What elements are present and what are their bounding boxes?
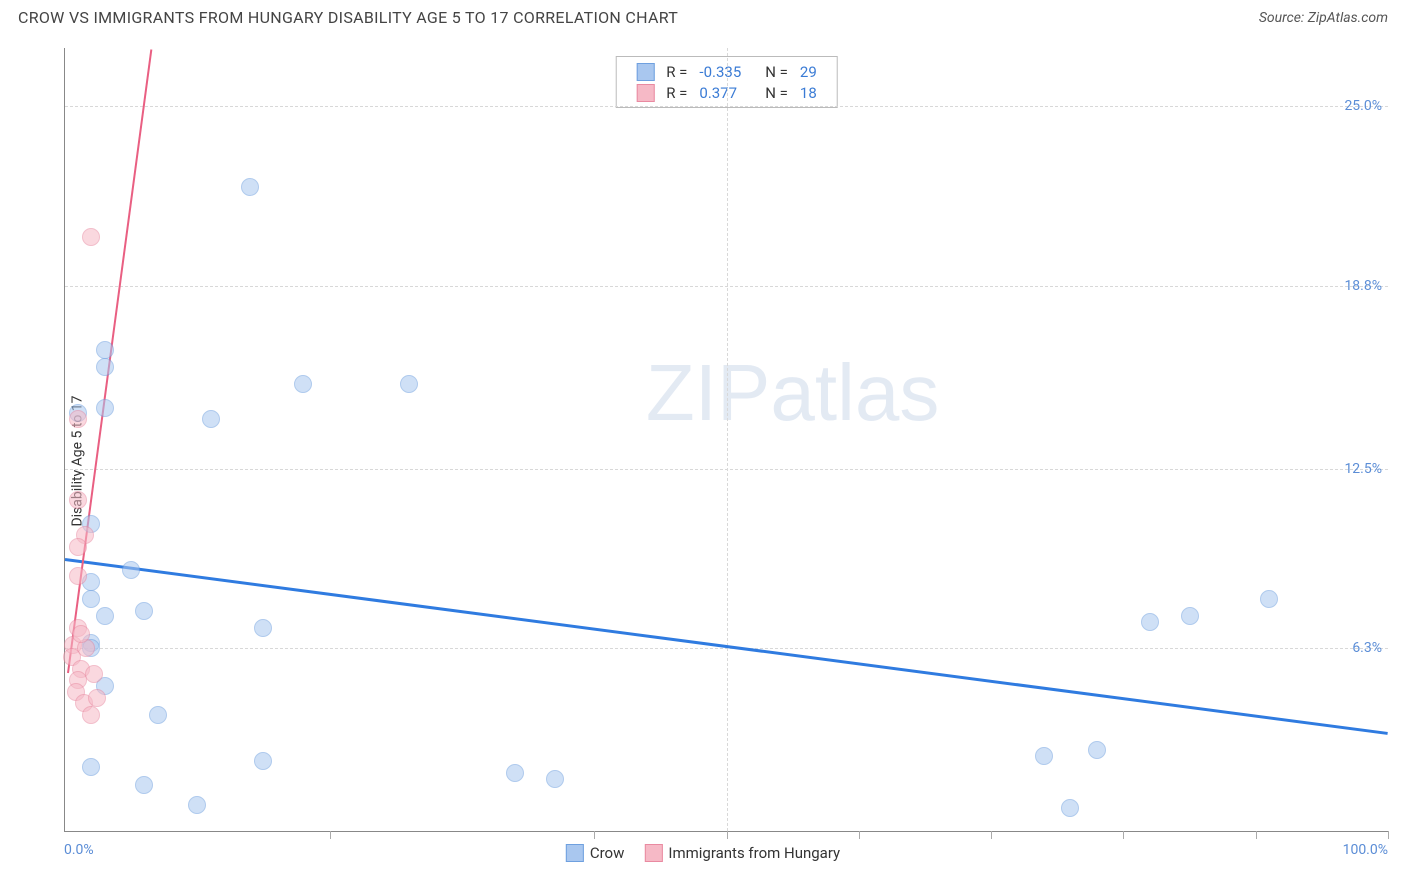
data-point-crow (82, 590, 100, 608)
data-point-crow (241, 178, 259, 196)
swatch-crow (566, 844, 584, 862)
y-tick-label: 18.8% (1344, 278, 1382, 294)
legend-N-label: N = (759, 61, 794, 82)
data-point-crow (546, 770, 564, 788)
data-point-crow (188, 796, 206, 814)
data-point-crow (254, 619, 272, 637)
x-tick (1388, 831, 1389, 839)
x-tick (330, 831, 331, 839)
source-name: ZipAtlas.com (1308, 10, 1388, 26)
y-tick-label: 12.5% (1344, 461, 1382, 477)
source-label: Source: ZipAtlas.com (1259, 10, 1388, 26)
data-point-crow (202, 410, 220, 428)
chart-container: Disability Age 5 to 17 ZIPatlas R =-0.33… (18, 48, 1388, 874)
data-point-hungary (82, 228, 100, 246)
x-axis-min-label: 0.0% (64, 842, 94, 858)
source-prefix: Source: (1259, 10, 1308, 26)
chart-title: CROW VS IMMIGRANTS FROM HUNGARY DISABILI… (18, 8, 678, 27)
legend-N-value: 29 (794, 61, 823, 82)
data-point-crow (1035, 747, 1053, 765)
gridline-v (727, 48, 728, 831)
data-point-crow (400, 375, 418, 393)
data-point-hungary (88, 689, 106, 707)
data-point-crow (149, 706, 167, 724)
swatch-hungary (636, 84, 654, 102)
data-point-crow (96, 399, 114, 417)
y-tick-label: 25.0% (1344, 98, 1382, 114)
data-point-hungary (69, 538, 87, 556)
data-point-crow (294, 375, 312, 393)
data-point-hungary (69, 491, 87, 509)
data-point-hungary (69, 567, 87, 585)
data-point-crow (254, 752, 272, 770)
legend-N-value: 18 (794, 82, 823, 103)
data-point-crow (122, 561, 140, 579)
legend-R-label: R = (660, 82, 693, 103)
data-point-crow (96, 341, 114, 359)
legend-item-hungary: Immigrants from Hungary (644, 844, 840, 862)
plot-area: ZIPatlas R =-0.335 N =29 R =0.377 N =18 6.3… (64, 48, 1388, 832)
y-tick-label: 6.3% (1352, 640, 1382, 656)
data-point-crow (1141, 613, 1159, 631)
watermark: ZIPatlas (646, 347, 939, 439)
watermark-atlas: atlas (770, 348, 939, 437)
data-point-hungary (85, 665, 103, 683)
x-tick (727, 831, 728, 839)
data-point-crow (96, 358, 114, 376)
data-point-crow (1061, 799, 1079, 817)
data-point-crow (135, 602, 153, 620)
data-point-crow (96, 607, 114, 625)
legend-R-value: -0.335 (693, 61, 747, 82)
legend-N-label: N = (759, 82, 794, 103)
x-tick (991, 831, 992, 839)
data-point-hungary (82, 706, 100, 724)
legend-label-hungary: Immigrants from Hungary (668, 844, 840, 862)
x-tick (859, 831, 860, 839)
data-point-hungary (72, 625, 90, 643)
x-tick (594, 831, 595, 839)
legend-item-crow: Crow (566, 844, 625, 862)
data-point-crow (1088, 741, 1106, 759)
data-point-crow (1181, 607, 1199, 625)
data-point-crow (135, 776, 153, 794)
swatch-crow (636, 63, 654, 81)
swatch-hungary (644, 844, 662, 862)
legend-R-value: 0.377 (693, 82, 747, 103)
data-point-crow (506, 764, 524, 782)
legend-series: Crow Immigrants from Hungary (566, 844, 840, 862)
x-tick (1123, 831, 1124, 839)
data-point-hungary (69, 410, 87, 428)
watermark-zip: ZIP (646, 348, 770, 437)
x-axis-max-label: 100.0% (1343, 842, 1388, 858)
legend-R-label: R = (660, 61, 693, 82)
legend-label-crow: Crow (590, 844, 625, 862)
data-point-crow (82, 758, 100, 776)
data-point-crow (1260, 590, 1278, 608)
x-tick (1256, 831, 1257, 839)
